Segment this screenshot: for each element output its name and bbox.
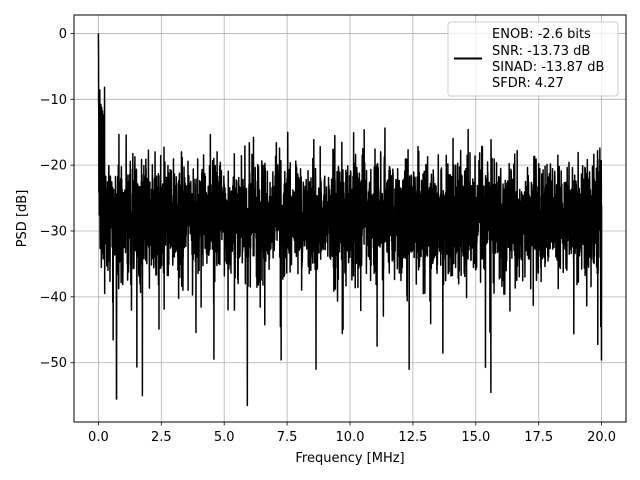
x-tick-label: 2.5 — [151, 430, 172, 445]
legend-enob: ENOB: -2.6 bits — [492, 27, 591, 42]
y-tick-label: −40 — [40, 290, 67, 305]
x-tick-label: 15.0 — [461, 430, 490, 445]
y-tick-label: −30 — [40, 225, 67, 240]
legend-sfdr: SFDR: 4.27 — [492, 76, 564, 91]
legend-sinad: SINAD: -13.87 dB — [492, 60, 604, 75]
x-tick-label: 17.5 — [524, 430, 553, 445]
x-tick-label: 0.0 — [88, 430, 109, 445]
x-tick-label: 5.0 — [214, 430, 235, 445]
legend-box — [447, 21, 619, 97]
legend: ENOB: -2.6 bits SNR: -13.73 dB SINAD: -1… — [447, 21, 619, 97]
x-axis-label: Frequency [MHz] — [295, 451, 404, 466]
x-tick-label: 20.0 — [587, 430, 616, 445]
y-tick-label: −20 — [40, 159, 67, 174]
y-axis-label: PSD [dB] — [15, 190, 30, 248]
legend-snr: SNR: -13.73 dB — [492, 44, 590, 59]
psd-series — [97, 33, 603, 407]
x-tick-label: 10.0 — [336, 430, 365, 445]
x-tick-label: 7.5 — [277, 430, 298, 445]
y-tick-label: −50 — [40, 356, 67, 371]
psd-line — [97, 33, 603, 407]
y-tick-label: 0 — [59, 27, 67, 42]
x-tick-label: 12.5 — [398, 430, 427, 445]
axis-ticks: 0.0 2.5 5.0 7.5 10.0 12.5 15.0 17.5 20.0 0 −10 −20 −… — [40, 27, 617, 445]
y-tick-label: −10 — [40, 93, 67, 108]
